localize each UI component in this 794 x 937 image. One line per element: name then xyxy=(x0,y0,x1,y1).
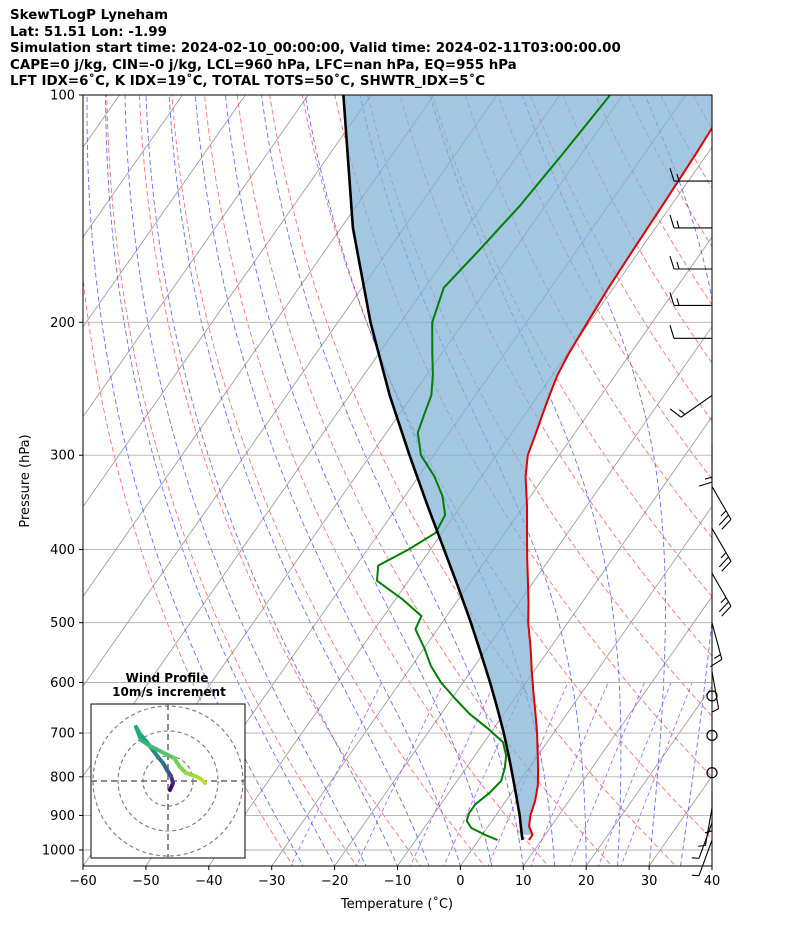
wind-barb xyxy=(706,690,718,702)
mixing-ratio-line xyxy=(355,682,445,866)
mixing-ratio-line xyxy=(290,682,383,866)
x-tick-label: −20 xyxy=(321,874,348,889)
wind-barb xyxy=(711,528,732,572)
x-tick-label: −40 xyxy=(195,874,222,889)
y-tick-label: 1000 xyxy=(42,844,75,859)
title-line-5: LFT IDX=6˚C, K IDX=19˚C, TOTAL TOTS=50˚C… xyxy=(10,74,486,90)
mixing-ratio-line xyxy=(569,682,645,866)
x-axis-label: Temperature (˚C) xyxy=(340,896,453,912)
isotherm-line xyxy=(764,78,794,881)
parcel-line xyxy=(342,95,524,841)
wind-barb xyxy=(691,822,713,859)
dry-adiabat-line xyxy=(726,95,794,881)
moist-adiabat-line xyxy=(711,863,712,866)
title-line-4: CAPE=0 j/kg, CIN=-0 j/kg, LCL=960 hPa, L… xyxy=(10,57,517,73)
wind-barb xyxy=(711,671,720,713)
temperature-line xyxy=(524,126,712,841)
mixing-ratio-line xyxy=(620,682,693,866)
title-line-2: Lat: 51.51 Lon: -1.99 xyxy=(10,24,167,40)
hodograph-ring xyxy=(117,730,219,832)
y-axis-label: Pressure (hPa) xyxy=(18,434,33,527)
x-tick-label: 20 xyxy=(578,874,595,889)
moist-adiabat-line xyxy=(168,95,432,866)
x-tick-label: 30 xyxy=(641,874,658,889)
y-tick-label: 200 xyxy=(50,316,75,331)
isotherm-line xyxy=(83,95,183,238)
isotherm-line xyxy=(83,95,246,328)
wind-barb xyxy=(669,167,712,182)
y-tick-label: 600 xyxy=(50,676,75,691)
isotherm-line xyxy=(396,415,712,866)
isotherm-line xyxy=(83,95,309,418)
isotherm-line xyxy=(334,326,712,866)
y-tick-label: 900 xyxy=(50,809,75,824)
x-tick-label: 40 xyxy=(704,874,721,889)
chart-title: SkewTLogP Lyneham Lat: 51.51 Lon: -1.99 … xyxy=(10,8,621,91)
x-tick-label: −10 xyxy=(384,874,411,889)
isotherm-line xyxy=(711,865,712,866)
x-tick-label: −60 xyxy=(69,874,96,889)
wind-barb xyxy=(669,255,712,270)
y-tick-label: 700 xyxy=(50,727,75,742)
isotherm-line xyxy=(585,685,712,866)
dry-adiabat-line xyxy=(269,95,677,866)
dry-adiabat-line xyxy=(692,95,712,131)
x-tick-label: 10 xyxy=(515,874,532,889)
isotherm-line xyxy=(0,78,68,881)
y-tick-label: 100 xyxy=(50,89,75,104)
isotherm-line xyxy=(83,95,372,508)
isotherm-line xyxy=(0,78,6,881)
wind-barb xyxy=(711,486,732,530)
inset-subtitle: 10m/s increment xyxy=(112,685,226,699)
dry-adiabat-line xyxy=(758,95,794,881)
title-line-1: SkewTLogP Lyneham xyxy=(10,8,169,23)
wind-barb xyxy=(669,394,713,418)
sounding-lines xyxy=(342,95,712,841)
y-tick-label: 300 xyxy=(50,449,75,464)
wind-barb xyxy=(669,214,712,229)
inset-title: Wind Profile xyxy=(126,671,209,685)
hodograph-trace-segment xyxy=(134,725,143,742)
isotherm-line xyxy=(522,595,712,866)
mixing-ratio-line xyxy=(409,682,496,866)
wind-barb xyxy=(669,292,712,307)
x-tick-label: −30 xyxy=(258,874,285,889)
moist-adiabat-line xyxy=(261,95,526,866)
mixing-ratio-line xyxy=(530,682,609,866)
wind-barb xyxy=(691,839,713,877)
hodograph-trace-segment xyxy=(148,744,164,754)
wind-barb xyxy=(669,325,712,339)
wind-barb xyxy=(698,444,713,487)
isotherm-line xyxy=(459,505,712,866)
dry-adiabat-line xyxy=(138,95,422,866)
hodograph-trace-segment xyxy=(160,750,176,760)
x-tick-label: −50 xyxy=(132,874,159,889)
y-tick-label: 800 xyxy=(50,770,75,785)
dewpoint-line xyxy=(376,95,611,841)
wind-barb xyxy=(706,767,718,779)
isotherm-line xyxy=(271,236,712,866)
cin-shaded-area xyxy=(343,95,712,835)
hodograph-trace-segment xyxy=(199,777,207,785)
y-tick-label: 400 xyxy=(50,543,75,558)
wind-barb xyxy=(710,622,723,668)
wind-barb xyxy=(706,729,718,741)
dry-adiabat-line xyxy=(660,95,712,189)
wind-barb xyxy=(711,572,732,617)
y-tick-label: 500 xyxy=(50,616,75,631)
x-tick-label: 0 xyxy=(456,874,464,889)
title-line-3: Simulation start time: 2024-02-10_00:00:… xyxy=(10,41,621,57)
wind-barbs xyxy=(669,167,732,877)
